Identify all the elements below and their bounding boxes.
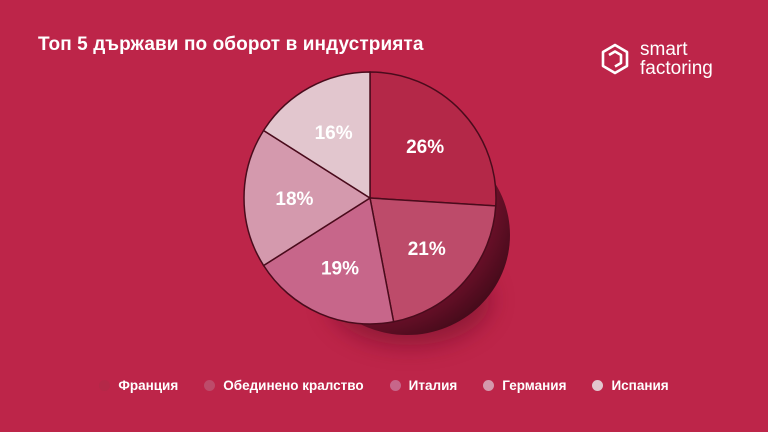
pie-slice-label: 16% — [315, 123, 353, 144]
pie-slice — [369, 197, 497, 323]
legend-item: Обединено кралство — [204, 378, 364, 393]
hexagon-logo-icon — [601, 43, 629, 75]
legend-item: Италия — [389, 378, 458, 393]
pie-slice-label: 21% — [408, 239, 446, 260]
logo-text-line1: smart — [640, 39, 688, 60]
pie-slice-label: 19% — [321, 258, 359, 279]
legend-swatch — [389, 380, 401, 391]
legend-item: Франция — [99, 378, 178, 393]
pie-slice — [369, 71, 497, 207]
pie-slice-label: 18% — [275, 189, 313, 210]
logo-text-line2: factoring — [640, 58, 713, 79]
brand-logo: smart factoring — [598, 40, 713, 78]
legend-label: Германия — [502, 378, 567, 393]
pie-slice — [262, 196, 395, 325]
legend-item: Германия — [483, 378, 566, 393]
pie-slice — [262, 71, 371, 200]
legend-swatch — [483, 380, 495, 391]
legend-label: Обединено кралство — [223, 378, 364, 393]
legend-label: Италия — [408, 378, 458, 393]
legend-swatch — [592, 380, 604, 391]
legend-label: Испания — [611, 378, 669, 393]
pie-slice — [243, 129, 372, 267]
chart-legend: Франция Обединено кралство Италия Германия И… — [0, 378, 768, 393]
pie-slice-label: 26% — [406, 137, 444, 158]
legend-label: Франция — [118, 378, 179, 393]
legend-swatch — [204, 380, 216, 391]
legend-item: Испания — [592, 378, 669, 393]
legend-swatch — [99, 380, 111, 391]
page-title: Топ 5 държави по оборот в индустрията — [38, 34, 424, 55]
